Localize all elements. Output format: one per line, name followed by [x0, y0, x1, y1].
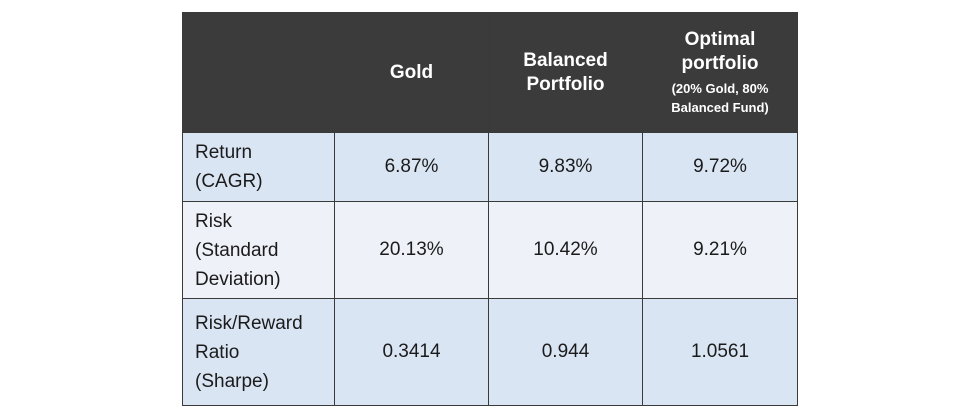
comparison-table: Gold Balanced Portfolio Optimal portfoli… — [182, 12, 798, 406]
header-balanced-portfolio: Balanced Portfolio — [488, 12, 643, 133]
header-row: Gold Balanced Portfolio Optimal portfoli… — [182, 12, 798, 133]
header-optimal-portfolio: Optimal portfolio (20% Gold, 80% Balance… — [642, 12, 798, 133]
cell-risk-optimal: 9.21% — [642, 201, 798, 299]
table-body: Return (CAGR) 6.87% 9.83% 9.72% Risk (St… — [182, 132, 798, 406]
table-header: Gold Balanced Portfolio Optimal portfoli… — [182, 12, 798, 133]
row-label-line: Ratio — [195, 341, 240, 363]
header-gold-label: Gold — [389, 61, 434, 83]
cell-risk-gold: 20.13% — [334, 201, 489, 299]
cell-return-balanced: 9.83% — [488, 132, 643, 202]
row-label-line: Risk — [195, 210, 232, 232]
row-label-line: (Standard — [195, 239, 279, 261]
header-gold: Gold — [334, 12, 489, 133]
cell-risk-balanced: 10.42% — [488, 201, 643, 299]
header-corner-cell — [182, 12, 335, 133]
header-optimal-label: Optimal portfolio — [681, 29, 759, 74]
row-label-line: (CAGR) — [195, 171, 263, 192]
cell-ratio-optimal: 1.0561 — [642, 298, 798, 406]
table-row-return: Return (CAGR) 6.87% 9.83% 9.72% — [182, 132, 798, 202]
row-label-line: Risk/Reward — [195, 312, 303, 334]
row-label-risk: Risk (Standard Deviation) — [182, 201, 335, 299]
cell-ratio-gold: 0.3414 — [334, 298, 489, 406]
row-label-risk-reward: Risk/Reward Ratio (Sharpe) — [182, 298, 335, 406]
row-label-line: (Sharpe) — [195, 370, 269, 392]
cell-return-optimal: 9.72% — [642, 132, 798, 202]
header-balanced-label: Balanced Portfolio — [523, 49, 608, 95]
header-optimal-sublabel: (20% Gold, 80% Balanced Fund) — [671, 81, 769, 115]
cell-return-gold: 6.87% — [334, 132, 489, 202]
table-row-risk: Risk (Standard Deviation) 20.13% 10.42% … — [182, 201, 798, 299]
table-row-risk-reward: Risk/Reward Ratio (Sharpe) 0.3414 0.944 … — [182, 298, 798, 406]
row-label-line: Deviation) — [195, 268, 281, 290]
cell-ratio-balanced: 0.944 — [488, 298, 643, 406]
row-label-line: Return — [195, 142, 253, 163]
row-label-return: Return (CAGR) — [182, 132, 335, 202]
